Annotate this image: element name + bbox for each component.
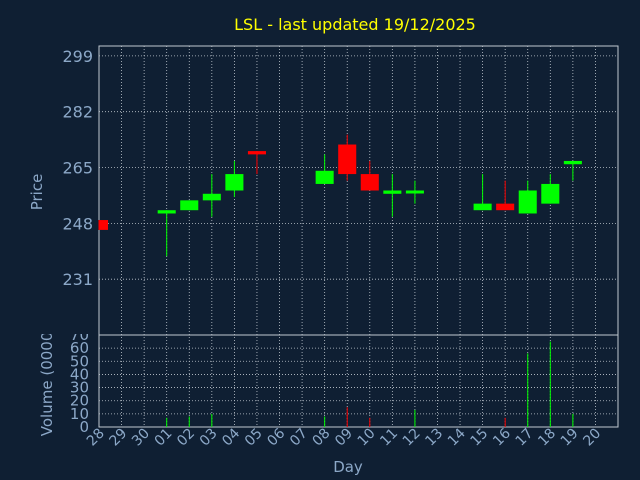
volume-panel-frame [98,334,619,428]
candle-body [518,190,537,214]
x-tick-label: 15 [468,426,492,450]
x-tick-label: 05 [242,426,266,450]
x-tick-label: 17 [513,426,537,450]
candle-body [157,210,176,214]
x-tick-label: 07 [287,426,311,450]
x-tick-label: 06 [264,425,288,449]
volume-tick-label: 0 [79,418,89,436]
price-tick-label: 231 [62,270,93,289]
price-tick-label: 299 [62,47,93,66]
x-tick-label: 12 [400,426,424,450]
left-margin-mask [0,47,99,334]
x-tick-label: 03 [197,426,221,450]
price-tick-label: 282 [62,103,93,122]
volume-axis-label: Volume (0000) [38,326,56,436]
candle-body [496,203,515,211]
x-axis-label: Day [333,458,363,476]
volume-tick-label: 10 [70,405,89,423]
candle-body [405,190,424,194]
x-tick-label: 01 [152,426,176,450]
candle-body [563,160,582,165]
x-tick-label: 19 [558,426,582,450]
x-tick-label: 11 [377,426,401,450]
volume-tick-label: 30 [70,379,89,397]
x-tick-label: 20 [580,426,604,450]
candle-body [338,144,357,175]
x-tick-label: 02 [174,426,198,450]
chart-title: LSL - last updated 19/12/2025 [234,15,476,34]
price-panel-frame [98,45,619,336]
x-tick-label: 08 [310,426,334,450]
candle-body [202,193,221,201]
candle-body [225,174,244,191]
candle-body [360,174,379,191]
x-tick-label: 10 [355,426,379,450]
price-axis-label: Price [28,174,46,211]
x-tick-label: 30 [129,426,153,450]
x-tick-label: 14 [445,425,469,449]
candle-body [180,200,199,211]
chart-marks: 2829300102030405060708091011121314151617… [0,45,619,450]
x-tick-label: 16 [490,425,514,449]
candle-body [315,170,334,184]
x-tick-label: 13 [422,426,446,450]
candle-body [247,151,266,155]
candle-body [89,220,109,230]
x-tick-label: 04 [219,425,243,449]
price-tick-label: 248 [62,214,93,233]
candle-body [383,190,402,194]
x-tick-label: 18 [535,426,559,450]
x-tick-label: 29 [106,426,130,450]
volume-tick-label: 60 [70,339,89,357]
price-tick-label: 265 [62,159,93,178]
x-tick-label: 09 [332,426,356,450]
candle-body [541,183,560,204]
candle-body [473,203,492,211]
volume-tick-label: 40 [70,365,89,383]
volume-tick-label: 20 [70,392,89,410]
volume-tick-label: 50 [70,352,89,370]
